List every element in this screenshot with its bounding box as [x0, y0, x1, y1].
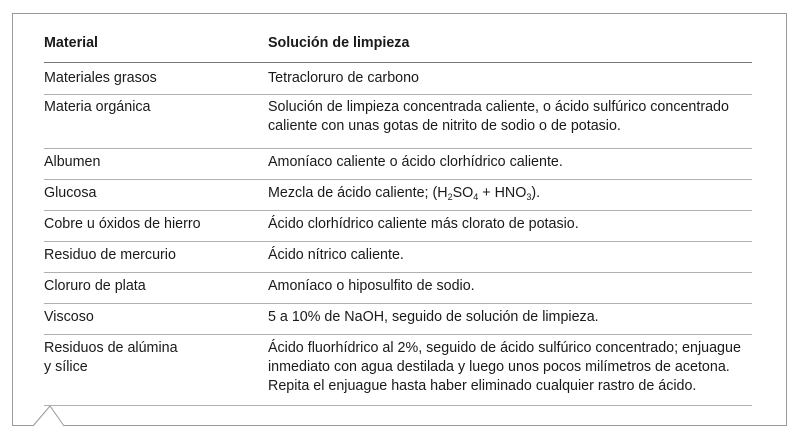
material-cell: Cobre u óxidos de hierro — [44, 216, 201, 232]
material-cell: Albumen — [44, 154, 101, 170]
solution-cell: Amoníaco o hiposulfito de sodio. — [268, 278, 475, 294]
table-row: Cobre u óxidos de hierro Ácido clorhídri… — [44, 211, 752, 242]
material-cell: Residuos de alúmina y sílice — [44, 339, 178, 377]
table-row: Glucosa Mezcla de ácido caliente; (H2SO4… — [44, 180, 752, 211]
solution-cell: Ácido fluorhídrico al 2%, seguido de áci… — [268, 339, 758, 396]
t: Mezcla de ácido caliente; (H — [268, 185, 448, 201]
line: Ácido fluorhídrico al 2%, seguido de áci… — [268, 340, 741, 356]
solution-cell: Ácido clorhídrico caliente más clorato d… — [268, 216, 579, 232]
table-header: Material Solución de limpieza — [44, 34, 752, 63]
t: + HNO — [478, 185, 527, 201]
line: Repita el enjuague hasta haber eliminado… — [268, 378, 697, 394]
line: inmediato con agua destilada y luego uno… — [268, 359, 730, 375]
solution-cell: Ácido nítrico caliente. — [268, 247, 404, 263]
solution-cell: Amoníaco caliente o ácido clorhídrico ca… — [268, 154, 563, 170]
table-row: Albumen Amoníaco caliente o ácido clorhí… — [44, 149, 752, 180]
line: y sílice — [44, 359, 88, 375]
material-cell: Cloruro de plata — [44, 278, 146, 294]
solution-cell: Solución de limpieza concentrada calient… — [268, 98, 758, 136]
sub: 3 — [526, 192, 532, 202]
material-cell: Materia orgánica — [44, 99, 151, 115]
material-cell: Residuo de mercurio — [44, 247, 176, 263]
table-frame — [12, 13, 787, 427]
material-cell: Glucosa — [44, 185, 97, 201]
sub: 4 — [473, 192, 479, 202]
table-row: Materia orgánica Solución de limpieza co… — [44, 95, 752, 149]
header-material: Material — [44, 35, 99, 51]
table-row: Viscoso 5 a 10% de NaOH, seguido de solu… — [44, 304, 752, 335]
table-row: Materiales grasos Tetracloruro de carbon… — [44, 64, 752, 95]
table-row: Residuo de mercurio Ácido nítrico calien… — [44, 242, 752, 273]
t: SO — [452, 185, 474, 201]
line: Residuos de alúmina — [44, 340, 178, 356]
header-solution: Solución de limpieza — [268, 35, 410, 51]
solution-cell: 5 a 10% de NaOH, seguido de solución de … — [268, 309, 599, 325]
solution-cell: Tetracloruro de carbono — [268, 70, 419, 86]
material-cell: Viscoso — [44, 309, 94, 325]
solution-cell: Mezcla de ácido caliente; (H2SO4 + HNO3)… — [268, 184, 758, 203]
line: caliente con unas gotas de nitrito de so… — [268, 118, 621, 134]
table-row: Cloruro de plata Amoníaco o hiposulfito … — [44, 273, 752, 304]
sub: 2 — [447, 192, 453, 202]
material-cell: Materiales grasos — [44, 70, 157, 86]
table-row: Residuos de alúmina y sílice Ácido fluorh… — [44, 335, 752, 406]
t: ). — [531, 185, 541, 201]
line: Solución de limpieza concentrada calient… — [268, 99, 729, 115]
frame-notch — [32, 405, 65, 427]
